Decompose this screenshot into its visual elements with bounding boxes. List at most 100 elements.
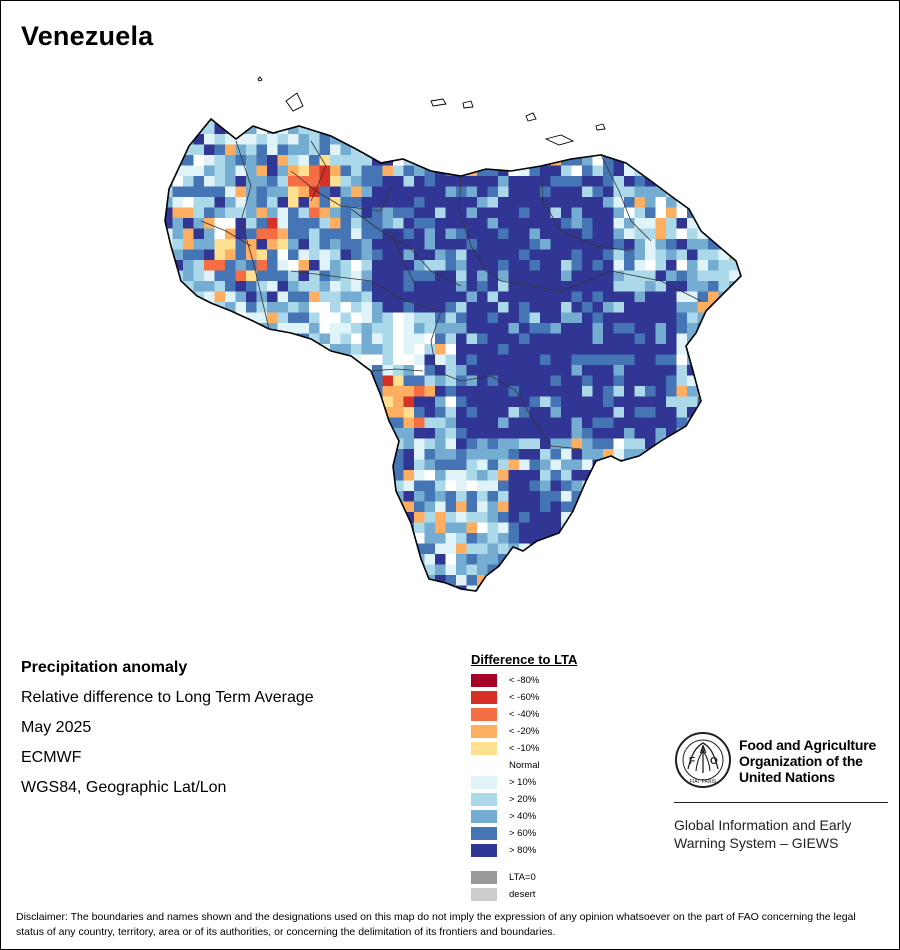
grid-cell (372, 165, 383, 177)
legend-item-swatch (471, 793, 497, 806)
grid-cell (288, 417, 299, 429)
grid-cell (382, 512, 394, 523)
grid-cell (435, 260, 446, 271)
grid-cell (708, 291, 719, 303)
grid-cell (225, 438, 236, 450)
grid-cell (477, 375, 488, 387)
grid-cell (571, 554, 583, 565)
grid-cell (519, 407, 530, 418)
grid-cell (414, 333, 425, 345)
grid-cell (299, 71, 310, 82)
grid-cell (613, 239, 625, 250)
grid-cell (425, 607, 436, 612)
grid-cell (204, 176, 215, 187)
grid-cell (414, 103, 425, 114)
grid-cell (477, 407, 488, 418)
grid-cell (540, 228, 551, 240)
grid-cell (277, 438, 289, 450)
grid-cell (183, 291, 194, 303)
grid-cell (761, 344, 762, 355)
grid-cell (530, 82, 541, 93)
grid-cell (152, 103, 163, 114)
grid-cell (624, 543, 635, 555)
grid-cell (172, 312, 184, 324)
grid-cell (204, 480, 215, 492)
grid-cell (761, 302, 762, 313)
grid-cell (582, 596, 593, 607)
grid-cell (330, 249, 341, 261)
grid-cell (571, 585, 583, 591)
grid-cell (550, 312, 562, 324)
grid-cell (435, 470, 446, 481)
grid-cell (235, 386, 247, 397)
grid-cell (299, 607, 310, 612)
grid-cell (183, 165, 194, 177)
grid-cell (152, 344, 163, 355)
grid-cell (340, 459, 352, 471)
grid-cell (330, 123, 341, 135)
grid-cell (214, 417, 226, 429)
grid-cell (603, 260, 614, 271)
grid-cell (446, 607, 457, 612)
grid-cell (739, 522, 741, 534)
grid-cell (403, 554, 415, 565)
grid-cell (298, 491, 310, 502)
grid-cell (613, 522, 625, 534)
grid-cell (165, 123, 173, 135)
grid-cell (571, 512, 583, 523)
grid-cell (183, 596, 194, 607)
grid-cell (246, 302, 257, 313)
grid-cell (624, 186, 635, 198)
grid-cell (477, 71, 488, 82)
grid-cell (466, 344, 478, 355)
grid-cell (361, 480, 373, 492)
grid-cell (235, 176, 247, 187)
grid-cell (382, 239, 394, 250)
grid-cell (613, 554, 625, 565)
grid-cell (466, 218, 478, 229)
grid-cell (298, 354, 310, 366)
grid-cell (445, 344, 457, 355)
grid-cell (298, 218, 310, 229)
grid-cell (718, 312, 730, 324)
grid-cell (225, 103, 236, 114)
grid-cell (414, 71, 425, 82)
grid-cell (729, 144, 740, 156)
grid-cell (571, 323, 583, 334)
grid-cell (246, 144, 257, 156)
grid-cell (267, 119, 278, 124)
grid-cell (498, 365, 509, 376)
grid-cell (288, 71, 299, 82)
grid-cell (718, 302, 730, 313)
grid-cell (330, 585, 341, 591)
grid-cell (718, 470, 730, 481)
grid-cell (729, 239, 740, 250)
grid-cell (235, 260, 247, 271)
grid-cell (571, 333, 583, 345)
grid-cell (319, 228, 331, 240)
grid-cell (697, 197, 709, 208)
grid-cell (666, 575, 677, 586)
grid-cell (708, 564, 719, 576)
grid-cell (298, 260, 310, 271)
grid-cell (719, 71, 730, 82)
grid-cell (561, 501, 572, 513)
grid-cell (172, 470, 184, 481)
grid-cell (362, 82, 373, 93)
grid-cell (267, 459, 278, 471)
grid-cell (246, 228, 257, 240)
grid-cell (214, 354, 226, 366)
grid-cell (298, 165, 310, 177)
grid-cell (204, 207, 215, 219)
grid-cell (235, 564, 247, 576)
grid-cell (235, 491, 247, 502)
grid-cell (603, 512, 614, 523)
grid-cell (172, 249, 184, 261)
grid-cell (729, 207, 740, 219)
grid-cell (466, 228, 478, 240)
grid-cell (666, 92, 677, 103)
grid-cell (256, 270, 268, 282)
grid-cell (309, 228, 320, 240)
grid-cell (466, 554, 478, 565)
grid-cell (718, 575, 730, 586)
